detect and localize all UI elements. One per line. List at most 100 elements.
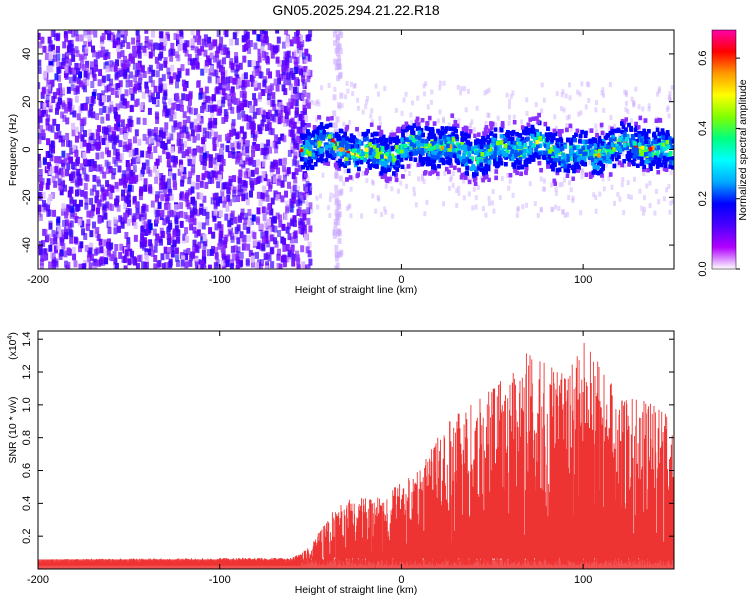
noise-cell <box>123 186 128 194</box>
noise-cell <box>291 192 296 200</box>
noise-cell <box>217 264 222 269</box>
noise-cell <box>145 150 150 158</box>
faint-cell <box>448 131 452 137</box>
noise-cell <box>54 156 59 164</box>
noise-cell <box>220 143 225 151</box>
noise-cell <box>131 157 136 165</box>
noise-cell <box>87 159 92 167</box>
noise-cell <box>48 261 53 269</box>
noise-cell <box>148 169 153 177</box>
noise-cell <box>112 136 117 144</box>
noise-cell <box>262 185 267 193</box>
signal-cell <box>441 160 446 166</box>
noise-cell <box>201 137 206 145</box>
noise-cell <box>117 51 122 59</box>
noise-cell <box>182 84 187 92</box>
noise-cell <box>115 90 120 98</box>
noise-cell <box>88 136 93 144</box>
noise-cell <box>66 162 71 170</box>
noise-cell <box>169 193 174 201</box>
noise-cell <box>275 84 280 92</box>
noise-cell <box>241 73 246 81</box>
noise-cell <box>213 104 218 112</box>
noise-cell <box>297 206 302 214</box>
noise-cell <box>101 90 106 98</box>
noise-cell <box>60 111 65 119</box>
faint-cell <box>380 212 384 218</box>
noise-cell <box>196 209 201 217</box>
noise-cell <box>211 137 216 145</box>
faint-cell <box>613 123 617 129</box>
noise-cell <box>181 151 186 159</box>
faint-cell <box>621 151 625 157</box>
noise-cell <box>124 249 129 257</box>
noise-cell <box>143 184 148 192</box>
noise-cell <box>133 256 138 264</box>
noise-cell <box>38 41 43 49</box>
faint-cell <box>334 151 339 158</box>
noise-cell <box>225 47 230 55</box>
noise-cell <box>106 74 111 82</box>
noise-cell <box>92 50 97 58</box>
noise-cell <box>68 48 73 56</box>
noise-cell <box>164 109 169 117</box>
noise-cell <box>263 221 268 229</box>
noise-cell <box>261 244 266 252</box>
noise-cell <box>42 72 47 80</box>
noise-cell <box>159 63 164 71</box>
signal-cell <box>597 135 602 141</box>
noise-cell <box>202 195 207 203</box>
noise-cell <box>115 59 120 67</box>
noise-cell <box>230 62 235 70</box>
noise-cell <box>243 186 248 194</box>
noise-cell <box>82 151 87 159</box>
noise-cell <box>187 58 192 66</box>
noise-cell <box>185 94 190 102</box>
noise-cell <box>101 138 106 146</box>
noise-cell <box>104 257 109 265</box>
faint-cell <box>378 116 382 122</box>
noise-cell <box>294 110 299 118</box>
noise-cell <box>133 74 138 82</box>
noise-cell <box>100 50 105 58</box>
noise-cell <box>167 233 172 241</box>
noise-cell <box>109 184 114 192</box>
noise-cell <box>226 186 231 194</box>
noise-cell <box>230 122 235 130</box>
noise-cell <box>201 173 206 181</box>
noise-cell <box>153 254 158 262</box>
noise-cell <box>151 43 156 51</box>
noise-cell <box>272 103 277 111</box>
noise-cell <box>259 259 264 267</box>
noise-cell <box>259 243 264 251</box>
faint-cell <box>334 252 339 259</box>
noise-cell <box>119 152 124 160</box>
noise-cell <box>155 216 160 224</box>
faint-cell <box>470 174 474 180</box>
noise-cell <box>294 106 299 114</box>
noise-cell <box>264 124 269 132</box>
noise-cell <box>41 129 46 137</box>
faint-cell <box>484 120 488 126</box>
noise-cell <box>225 204 230 212</box>
noise-cell <box>61 242 66 250</box>
faint-cell <box>347 204 351 210</box>
noise-cell <box>199 192 204 200</box>
noise-cell <box>188 171 193 179</box>
faint-cell <box>657 88 661 94</box>
noise-cell <box>281 64 286 72</box>
signal-cell <box>572 135 576 140</box>
noise-cell <box>138 193 143 201</box>
faint-cell <box>443 170 447 176</box>
noise-cell <box>46 233 51 241</box>
noise-cell <box>275 30 280 34</box>
noise-cell <box>296 36 301 44</box>
noise-cell <box>199 87 204 95</box>
noise-cell <box>99 246 104 254</box>
noise-cell <box>105 167 110 175</box>
noise-cell <box>184 126 189 134</box>
noise-cell <box>221 88 226 96</box>
noise-cell <box>253 239 258 247</box>
noise-cell <box>132 50 137 58</box>
noise-cell <box>51 252 56 260</box>
